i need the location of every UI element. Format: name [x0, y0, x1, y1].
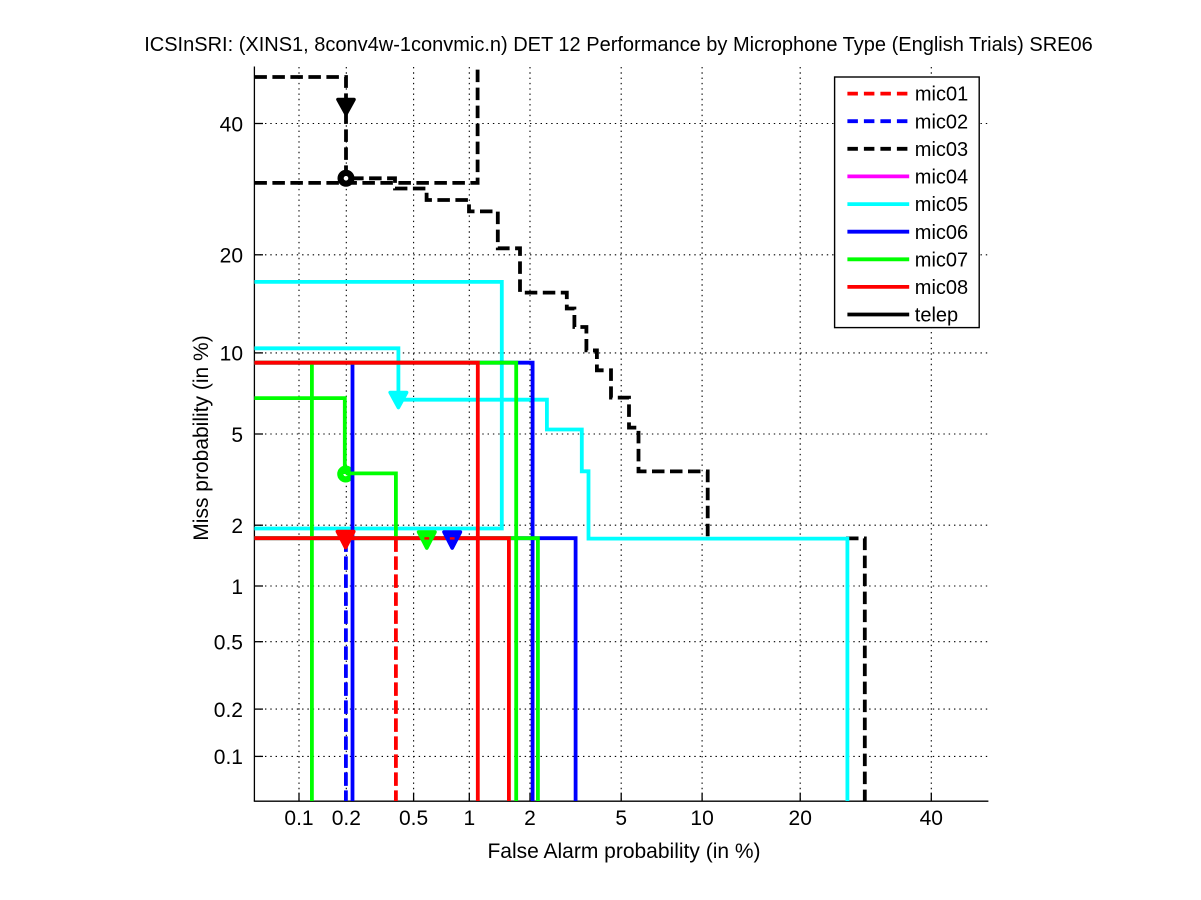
svg-text:2: 2 [231, 515, 243, 538]
svg-text:mic08: mic08 [915, 277, 968, 299]
svg-text:20: 20 [220, 245, 243, 268]
svg-text:5: 5 [231, 424, 243, 447]
svg-text:mic02: mic02 [915, 111, 968, 133]
svg-text:0.5: 0.5 [214, 632, 243, 655]
svg-text:2: 2 [524, 807, 536, 830]
svg-text:1: 1 [463, 807, 475, 830]
svg-text:1: 1 [231, 576, 243, 599]
svg-text:10: 10 [220, 343, 243, 366]
svg-text:40: 40 [220, 113, 243, 136]
svg-text:mic07: mic07 [915, 249, 968, 271]
svg-text:mic06: mic06 [915, 222, 968, 244]
svg-text:40: 40 [920, 807, 943, 830]
svg-text:telep: telep [915, 305, 958, 327]
svg-text:5: 5 [615, 807, 627, 830]
svg-text:0.2: 0.2 [332, 807, 361, 830]
svg-text:20: 20 [789, 807, 812, 830]
svg-text:10: 10 [690, 807, 713, 830]
svg-text:0.5: 0.5 [399, 807, 428, 830]
svg-text:0.1: 0.1 [214, 746, 243, 769]
svg-text:0.2: 0.2 [214, 699, 243, 722]
svg-text:mic05: mic05 [915, 194, 968, 216]
svg-text:mic04: mic04 [915, 167, 968, 189]
svg-text:Miss probability (in %): Miss probability (in %) [190, 335, 213, 540]
svg-text:0.1: 0.1 [284, 807, 313, 830]
svg-text:mic03: mic03 [915, 139, 968, 161]
svg-text:ICSInSRI: (XINS1, 8conv4w-1con: ICSInSRI: (XINS1, 8conv4w-1convmic.n) DE… [144, 34, 1093, 56]
svg-text:False Alarm probability (in %): False Alarm probability (in %) [487, 840, 760, 863]
svg-text:mic01: mic01 [915, 84, 968, 106]
